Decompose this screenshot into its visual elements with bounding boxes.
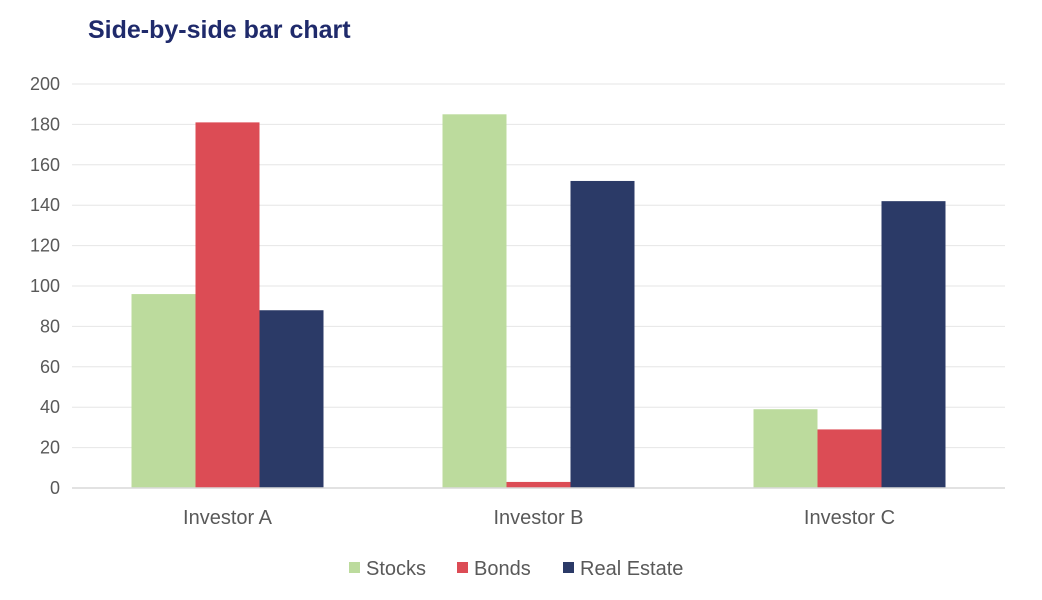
legend-swatch-stocks [349,562,360,573]
y-tick-label: 200 [30,74,60,94]
legend: Stocks Bonds Real Estate [349,558,683,580]
x-axis-categories: Investor A Investor B Investor C [183,507,895,529]
legend-label-real-estate: Real Estate [580,558,683,580]
bar-real-estate-investor-c [881,201,946,488]
y-tick-label: 60 [40,357,60,377]
bar-bonds-investor-a [195,122,260,488]
y-tick-label: 100 [30,276,60,296]
y-tick-label: 160 [30,155,60,175]
y-tick-label: 40 [40,397,60,417]
bar-stocks-investor-a [131,294,196,488]
y-tick-label: 120 [30,236,60,256]
bar-real-estate-investor-a [259,310,324,488]
x-category-label: Investor B [493,507,583,529]
y-tick-label: 0 [50,478,60,498]
x-category-label: Investor A [183,507,273,529]
bar-stocks-investor-c [753,409,818,488]
bar-bonds-investor-b [506,481,571,488]
legend-swatch-real-estate [563,562,574,573]
chart-title: Side-by-side bar chart [88,16,351,44]
y-tick-label: 20 [40,438,60,458]
y-tick-label: 180 [30,114,60,134]
y-tick-label: 140 [30,195,60,215]
bar-stocks-investor-b [442,114,507,489]
legend-label-bonds: Bonds [474,558,531,580]
bars [131,114,946,489]
bar-real-estate-investor-b [570,180,635,488]
bar-bonds-investor-c [817,429,882,488]
y-tick-label: 80 [40,316,60,336]
y-axis-ticks: 0 20 40 60 80 100 120 140 160 180 200 [30,74,60,498]
x-category-label: Investor C [804,507,895,529]
legend-swatch-bonds [457,562,468,573]
legend-label-stocks: Stocks [366,558,426,580]
